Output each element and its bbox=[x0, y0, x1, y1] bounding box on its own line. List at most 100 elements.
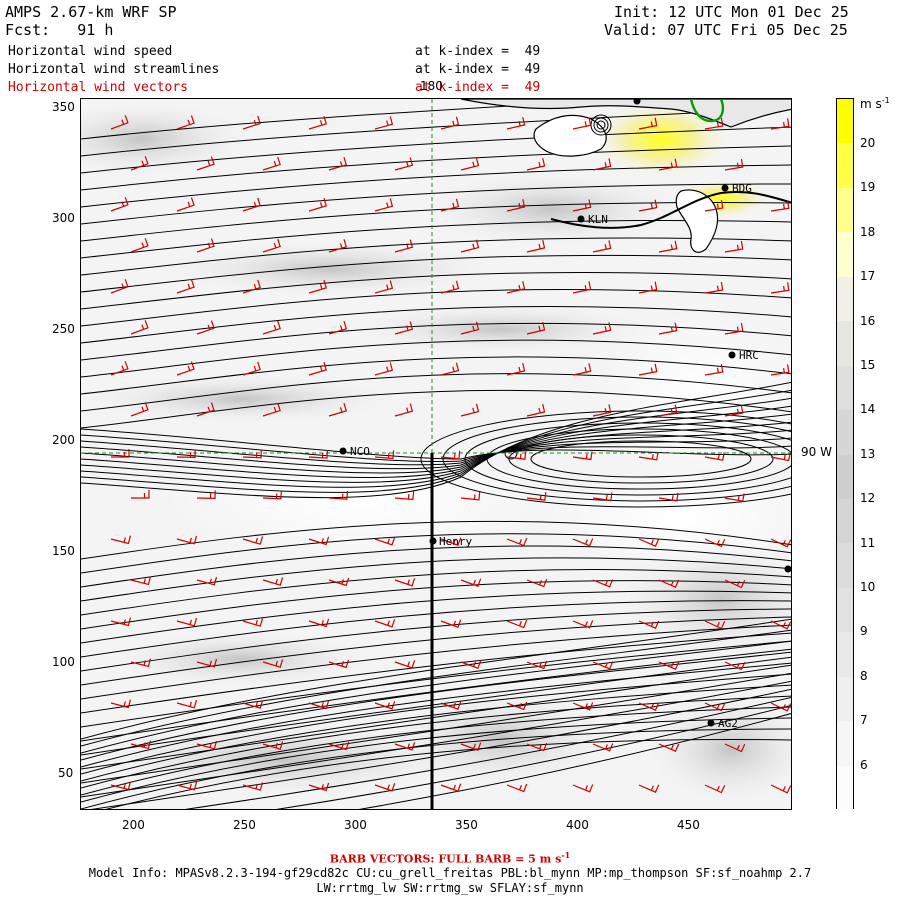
streamline bbox=[81, 237, 791, 276]
wind-barb bbox=[658, 579, 680, 588]
wind-barb bbox=[110, 617, 132, 627]
wind-barb bbox=[724, 322, 744, 335]
field-level-streamlines: at k-index = 49 bbox=[415, 62, 541, 77]
wind-barb bbox=[592, 240, 612, 253]
streamline bbox=[81, 624, 791, 700]
wind-barb bbox=[638, 363, 658, 376]
colorbar-segment bbox=[837, 232, 853, 278]
x-tick-label: 400 bbox=[566, 818, 589, 832]
streamline bbox=[81, 684, 791, 782]
streamline bbox=[464, 422, 791, 496]
streamline bbox=[81, 164, 791, 208]
y-tick-label: 200 bbox=[52, 433, 75, 447]
wind-barb bbox=[704, 117, 724, 130]
y-tick-label: 250 bbox=[52, 322, 75, 336]
streamline bbox=[105, 739, 791, 809]
wind-barb bbox=[262, 659, 284, 668]
wind-barb bbox=[506, 537, 528, 547]
streamline bbox=[81, 664, 791, 770]
streamline bbox=[81, 305, 791, 344]
wind-barb bbox=[242, 197, 261, 212]
streamline bbox=[81, 662, 791, 768]
y-tick-label: 300 bbox=[52, 211, 75, 225]
wind-barb bbox=[724, 404, 744, 417]
streamline bbox=[81, 413, 791, 479]
wind-barb bbox=[110, 115, 129, 130]
streamline bbox=[81, 673, 791, 775]
streamline bbox=[81, 322, 791, 361]
wind-barb bbox=[704, 199, 724, 212]
colorbar-segment bbox=[837, 365, 853, 411]
wind-barb bbox=[704, 281, 724, 294]
colorbar-label: 16 bbox=[860, 313, 876, 328]
colorbar-segment bbox=[837, 321, 853, 367]
wind-barb bbox=[572, 199, 592, 212]
streamline bbox=[81, 202, 791, 242]
streamline bbox=[81, 373, 791, 412]
wind-barb bbox=[506, 198, 526, 212]
streamline bbox=[81, 568, 791, 616]
colorbar-segment bbox=[837, 410, 853, 455]
wind-barb bbox=[704, 538, 726, 548]
wind-barb bbox=[374, 362, 394, 376]
streamline bbox=[81, 288, 791, 327]
station-top bbox=[633, 99, 641, 105]
wind-barb bbox=[196, 156, 215, 171]
streamline bbox=[81, 600, 791, 658]
streamline bbox=[81, 183, 791, 225]
streamline bbox=[81, 608, 791, 672]
station-hrc: HRC bbox=[728, 349, 759, 362]
wind-barb bbox=[592, 158, 612, 171]
colorbar-label: 12 bbox=[860, 491, 876, 506]
wind-barb bbox=[262, 156, 281, 171]
svg-text:KLN: KLN bbox=[588, 213, 608, 226]
wind-barb bbox=[374, 450, 395, 460]
colorbar-segment bbox=[837, 587, 853, 633]
streamline bbox=[81, 557, 791, 602]
wind-barb bbox=[704, 784, 726, 794]
wind-barb bbox=[526, 403, 546, 417]
wind-barb bbox=[176, 449, 196, 458]
streamline bbox=[81, 219, 791, 259]
wind-barb bbox=[770, 784, 791, 794]
wind-barb bbox=[111, 448, 130, 458]
wind-barb bbox=[506, 783, 528, 793]
wind-barb bbox=[658, 322, 678, 335]
wind-barb bbox=[704, 452, 725, 461]
wind-barb bbox=[460, 660, 482, 669]
colorbar-segment bbox=[837, 765, 853, 811]
streamline bbox=[185, 696, 791, 809]
wind-barb bbox=[526, 321, 546, 335]
streamline bbox=[81, 695, 791, 789]
wind-barb bbox=[394, 239, 414, 253]
wind-barb bbox=[592, 743, 614, 752]
wind-barb bbox=[176, 535, 198, 545]
streamline bbox=[358, 713, 791, 809]
wind-barb bbox=[130, 320, 149, 335]
wind-barb bbox=[592, 322, 612, 335]
colorbar-label: 15 bbox=[860, 358, 876, 372]
field-name-streamlines: Horizontal wind streamlines bbox=[8, 62, 220, 77]
wind-barb bbox=[394, 403, 414, 417]
wind-barb bbox=[592, 579, 614, 588]
wind-barb bbox=[176, 361, 195, 376]
wind-barb bbox=[638, 451, 659, 461]
wind-barb bbox=[308, 280, 327, 294]
wind-barb bbox=[196, 238, 215, 253]
wind-barb bbox=[440, 783, 462, 792]
wind-barb bbox=[394, 157, 414, 171]
wind-barb bbox=[130, 156, 149, 171]
map-canvas: BDG KLN HRC NCO Henry AG2 bbox=[81, 99, 791, 809]
model-title: AMPS 2.67-km WRF SP bbox=[5, 3, 177, 21]
wind-barb bbox=[526, 578, 548, 588]
colorbar-segment bbox=[837, 498, 853, 544]
station-kln: KLN bbox=[577, 213, 608, 226]
streamline bbox=[530, 440, 752, 478]
wind-barb bbox=[460, 403, 480, 417]
streamline bbox=[81, 381, 791, 499]
model-info: Model Info: MPASv8.2.3-194-gf29cd82c CU:… bbox=[88, 866, 812, 880]
wind-barb bbox=[394, 742, 416, 751]
wind-barb bbox=[724, 240, 744, 253]
streamline bbox=[81, 656, 791, 756]
streamline bbox=[81, 632, 791, 714]
